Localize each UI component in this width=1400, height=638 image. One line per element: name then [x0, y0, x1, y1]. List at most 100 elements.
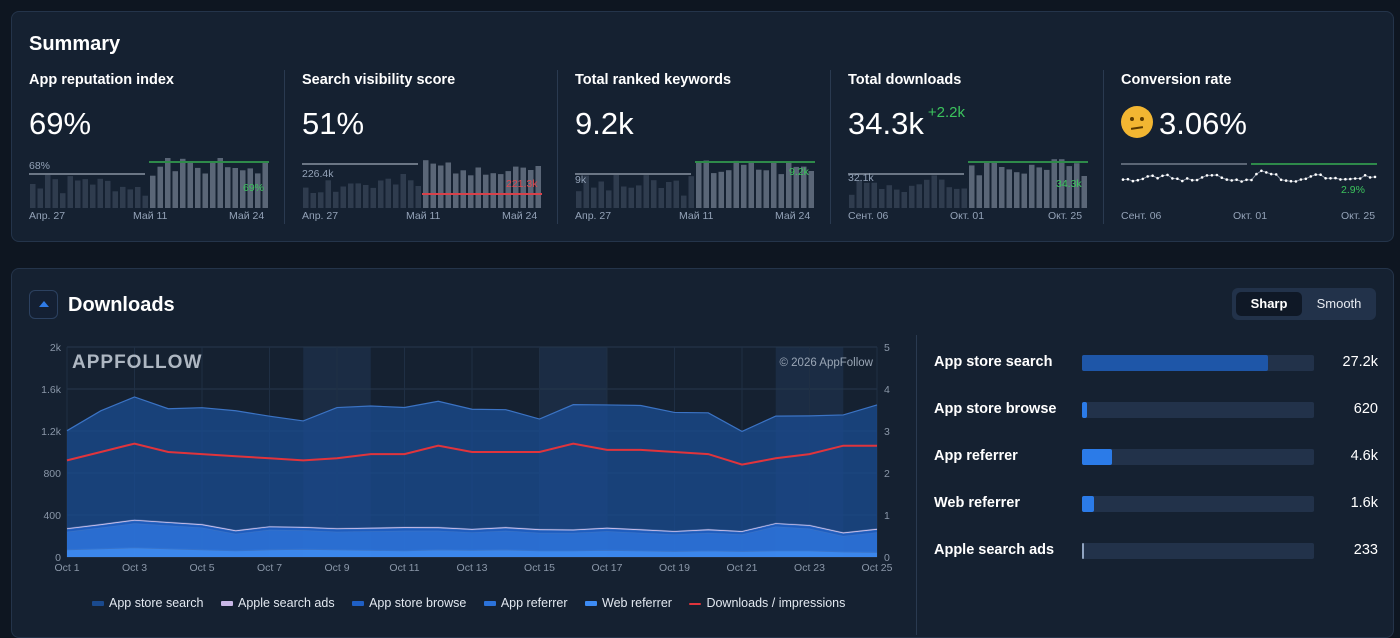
source-value: 27.2k — [1342, 354, 1378, 370]
x-tick-label: Oct 13 — [457, 562, 488, 574]
x-tick-label: Oct 17 — [592, 562, 623, 574]
sparkline-bar — [969, 165, 975, 208]
sparkline-point — [1265, 171, 1268, 174]
sparkline-bar — [894, 189, 900, 208]
sparkline-bar — [90, 184, 96, 208]
kpi-label: Search visibility score — [302, 72, 456, 88]
sparkline-bar — [1066, 166, 1072, 208]
kpi-x-tick: Окт. 25 — [1341, 210, 1376, 222]
sparkline-bar — [97, 178, 103, 208]
kpi-divider — [1103, 70, 1104, 224]
kpi-ranked-keywords[interactable]: Total ranked keywords 9.2k Апр. 27 Май 1… — [575, 68, 831, 233]
sparkline-bar — [931, 175, 937, 208]
sparkline-bar — [195, 167, 201, 208]
sparkline-bar — [150, 175, 156, 208]
x-tick-label: Oct 21 — [727, 562, 758, 574]
sparkline-point — [1250, 178, 1253, 182]
sparkline-bar — [984, 162, 990, 208]
legend-item[interactable]: Downloads / impressions — [689, 596, 845, 610]
sparkline-point — [1358, 177, 1362, 180]
y-right-tick-label: 3 — [884, 426, 890, 438]
sparkline-bar — [52, 179, 58, 208]
sparkline-point — [1121, 178, 1125, 181]
sparkline-bar — [961, 188, 967, 208]
sparkline-bar — [673, 180, 679, 208]
kpi-x-tick: Май 11 — [133, 210, 168, 222]
legend-item[interactable]: App referrer — [483, 596, 568, 610]
sparkline-point — [1329, 177, 1332, 180]
x-tick-label: Oct 9 — [324, 562, 349, 574]
sparkline-bar — [165, 158, 171, 208]
sparkline-bar — [976, 175, 982, 208]
line-style-toggle[interactable]: Sharp Smooth — [1232, 288, 1376, 320]
sparkline-bar — [1036, 167, 1042, 208]
kpi-x-tick: Май 24 — [502, 210, 538, 222]
source-bar — [1082, 355, 1314, 371]
kpi-x-tick: Апр. 27 — [575, 210, 612, 222]
kpi-ref-label: 68% — [29, 160, 51, 172]
kpi-sparkline — [848, 159, 1088, 208]
kpi-ref-label: 9k — [575, 174, 587, 186]
legend-item[interactable]: Apple search ads — [220, 596, 335, 610]
source-bar-fill — [1082, 496, 1094, 512]
y-right-tick-label: 0 — [884, 552, 890, 564]
sparkline-bar — [112, 191, 118, 208]
sparkline-bar — [621, 186, 627, 208]
legend-item[interactable]: App store search — [92, 596, 204, 610]
sparkline-bar — [210, 161, 216, 208]
kpi-sparkline — [575, 160, 815, 208]
kpi-x-tick: Апр. 27 — [29, 210, 66, 222]
summary-title: Summary — [29, 33, 121, 55]
chart-legend: App store search Apple search ads App st… — [92, 596, 859, 610]
sparkline-bar — [535, 166, 541, 208]
sparkline-bar — [879, 189, 885, 208]
kpi-sparkline — [1121, 163, 1377, 183]
legend-item[interactable]: Web referrer — [585, 596, 672, 610]
y-left-tick-label: 800 — [43, 468, 61, 480]
sparkline-bar — [453, 173, 459, 208]
area-app-store-search — [67, 396, 877, 533]
source-label: App referrer — [934, 448, 1018, 464]
sparkline-bar — [505, 171, 511, 208]
y-left-tick-label: 1.6k — [41, 384, 62, 396]
sparkline-point — [1353, 177, 1357, 180]
sparkline-point — [1255, 172, 1258, 176]
sparkline-point — [1240, 180, 1243, 183]
kpi-conversion-rate[interactable]: Conversion rate 3.06% Сент. 06 Окт. 01 О… — [1121, 68, 1377, 233]
downloads-panel: Downloads Sharp Smooth 0 400 800 1.2k 1.6k 2k… — [11, 268, 1394, 638]
sparkline-bar — [127, 189, 133, 208]
sparkline-point — [1373, 175, 1377, 179]
kpi-x-tick: Сент. 06 — [848, 210, 889, 222]
sparkline-bar — [30, 184, 36, 208]
kpi-total-downloads[interactable]: Total downloads 34.3k +2.2k Сент. 06 Окт.… — [848, 68, 1104, 233]
x-tick-label: Oct 19 — [659, 562, 690, 574]
sparkline-point — [1274, 173, 1278, 176]
sparkline-bar — [651, 180, 657, 208]
sparkline-bar — [340, 186, 346, 208]
kpi-search-visibility[interactable]: Search visibility score 51% Апр. 27 Май … — [302, 68, 558, 233]
kpi-app-reputation[interactable]: App reputation index 69% Апр. 27 Май 11 … — [29, 68, 285, 233]
sparkline-point — [1269, 172, 1273, 176]
kpi-x-tick: Окт. 01 — [1233, 210, 1268, 222]
sparkline-point — [1230, 179, 1233, 182]
x-tick-label: Oct 1 — [54, 562, 79, 574]
sparkline-bar — [520, 167, 526, 208]
sparkline-bar — [120, 186, 126, 208]
sparkline-bar — [468, 175, 474, 208]
sparkline-bar — [225, 167, 231, 208]
sharp-option[interactable]: Sharp — [1236, 292, 1302, 316]
sparkline-bar — [135, 187, 141, 208]
kpi-value: 9.2k — [575, 106, 634, 141]
sparkline-bar — [756, 169, 762, 208]
sparkline-point — [1220, 176, 1224, 179]
x-tick-label: Oct 23 — [794, 562, 825, 574]
sparkline-bar — [240, 170, 246, 208]
source-bar-fill — [1082, 355, 1268, 371]
collapse-button[interactable] — [29, 290, 58, 319]
sparkline-bar — [916, 184, 922, 208]
sparkline-bar — [255, 173, 261, 208]
smooth-option[interactable]: Smooth — [1316, 296, 1362, 311]
ratio-line — [66, 442, 877, 466]
sparkline-bar — [370, 187, 376, 208]
legend-item[interactable]: App store browse — [352, 596, 466, 610]
